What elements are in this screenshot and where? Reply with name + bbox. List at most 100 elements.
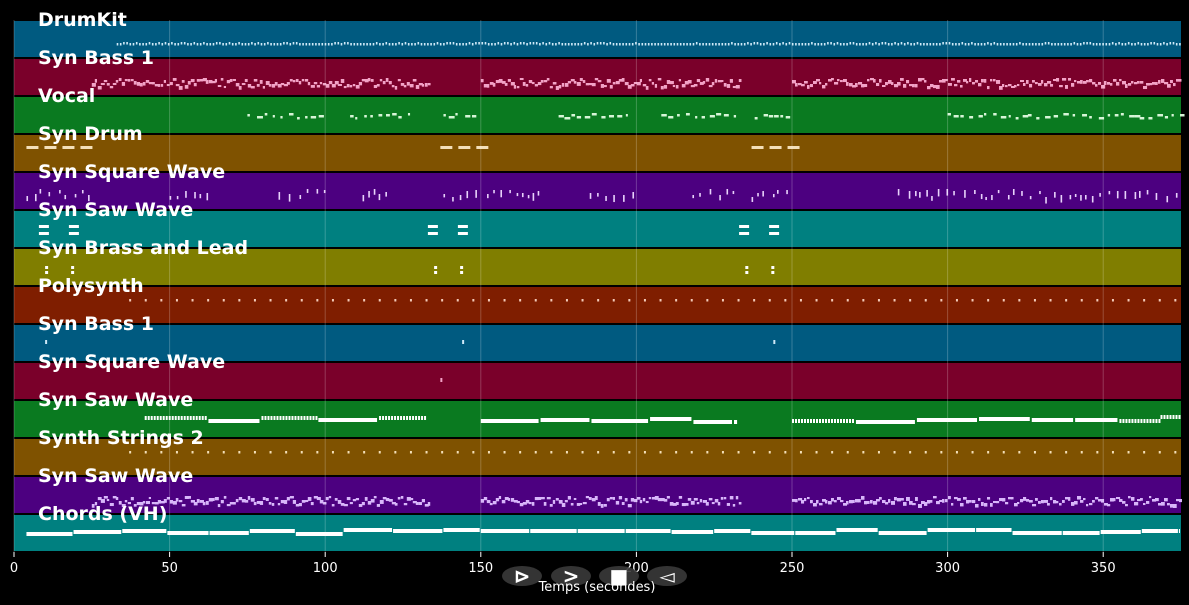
note <box>193 42 196 45</box>
note <box>280 83 285 86</box>
fast-forward-button[interactable]: > <box>551 564 591 588</box>
note <box>364 497 368 501</box>
note <box>1011 86 1015 89</box>
note <box>1139 191 1141 198</box>
note <box>564 117 571 120</box>
note <box>106 499 110 502</box>
rewind-button[interactable]: ◅ <box>647 564 687 588</box>
note <box>1041 80 1044 84</box>
note <box>1021 191 1023 196</box>
note <box>632 192 635 199</box>
note <box>1113 79 1117 82</box>
note <box>1092 43 1095 46</box>
note <box>894 42 896 45</box>
note <box>670 43 672 46</box>
note <box>787 146 800 149</box>
note <box>1080 500 1084 503</box>
note <box>1175 415 1178 419</box>
note <box>906 80 910 84</box>
note <box>177 43 180 46</box>
note <box>1147 43 1149 46</box>
note <box>909 451 912 454</box>
note <box>350 115 354 118</box>
note <box>801 43 804 46</box>
note <box>751 146 764 149</box>
note <box>1158 503 1163 506</box>
note <box>687 80 692 84</box>
note <box>181 80 185 83</box>
note <box>286 82 290 85</box>
note <box>900 78 904 81</box>
note <box>219 42 221 45</box>
note <box>501 81 506 84</box>
note <box>931 196 933 201</box>
note <box>747 42 749 45</box>
note <box>987 497 991 500</box>
note <box>303 416 306 420</box>
track-label: Syn Square Wave <box>38 351 225 373</box>
note <box>1104 503 1108 506</box>
note <box>1143 503 1146 506</box>
note <box>364 115 367 118</box>
note <box>1139 117 1145 120</box>
note <box>478 42 480 45</box>
note <box>223 86 227 89</box>
note <box>558 115 564 118</box>
note <box>222 299 225 302</box>
note <box>129 299 132 302</box>
note <box>875 42 877 45</box>
note <box>693 84 698 87</box>
note <box>743 43 746 46</box>
note <box>388 499 393 502</box>
note <box>187 81 191 85</box>
note <box>534 299 537 302</box>
stop-button-bg <box>599 566 639 586</box>
note <box>1173 504 1177 508</box>
note <box>1022 43 1024 46</box>
note <box>603 42 605 45</box>
note <box>1175 43 1178 46</box>
note <box>1164 498 1168 502</box>
note <box>325 84 330 88</box>
note <box>1146 419 1149 423</box>
note <box>472 299 475 302</box>
note <box>1044 83 1048 87</box>
note <box>298 81 302 85</box>
note <box>852 85 857 88</box>
note <box>810 419 812 423</box>
note <box>878 43 880 46</box>
note <box>379 416 382 420</box>
note <box>375 42 378 45</box>
note <box>424 504 429 507</box>
x-axis-label: Temps (secondes) <box>538 580 656 595</box>
note <box>545 43 548 46</box>
note <box>846 82 849 86</box>
note <box>811 42 813 45</box>
note <box>1119 419 1122 423</box>
note <box>903 502 907 506</box>
note <box>498 496 502 500</box>
playback-controls[interactable]: ⊳ > ■ ◅ <box>502 564 687 588</box>
note <box>1124 43 1127 46</box>
note <box>675 451 678 454</box>
note <box>1176 499 1180 502</box>
note <box>1099 43 1101 46</box>
note <box>1131 43 1133 46</box>
note <box>525 84 529 87</box>
note <box>458 146 471 149</box>
note <box>190 43 192 46</box>
x-tick-label: 250 <box>780 561 805 576</box>
play-forward-button[interactable]: ⊳ <box>502 564 542 588</box>
note <box>852 500 855 504</box>
note <box>468 42 471 45</box>
note <box>370 115 373 118</box>
note <box>135 42 138 45</box>
note <box>186 416 189 420</box>
note <box>663 85 668 89</box>
note <box>1134 502 1139 506</box>
note <box>577 529 625 533</box>
stop-button[interactable]: ■ <box>599 564 639 588</box>
note <box>378 114 383 117</box>
note <box>153 416 156 420</box>
note <box>283 84 288 87</box>
